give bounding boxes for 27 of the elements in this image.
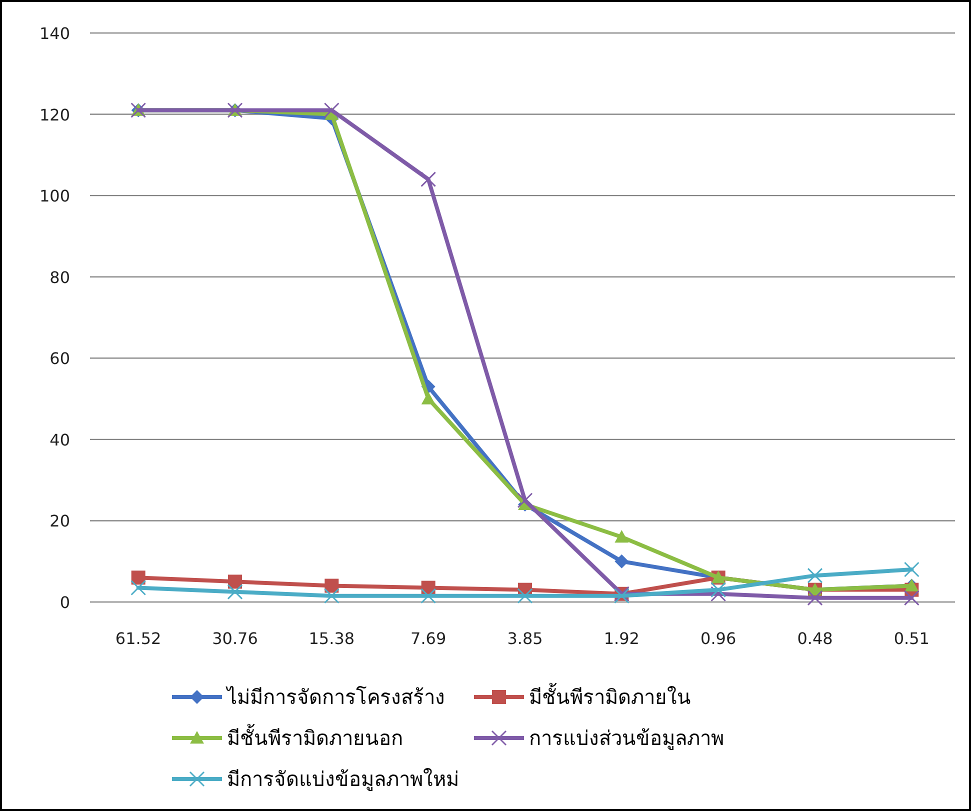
legend-item: การแบ่งส่วนข้อมูลภาพ bbox=[474, 726, 724, 750]
x-tick-label: 7.69 bbox=[410, 629, 446, 648]
legend-label: ไม่มีการจัดการโครงสร้าง bbox=[225, 685, 445, 709]
x-tick-label: 0.48 bbox=[797, 629, 833, 648]
y-tick-label: 120 bbox=[39, 105, 70, 124]
x-tick-label: 0.51 bbox=[894, 629, 930, 648]
x-tick-label: 1.92 bbox=[604, 629, 640, 648]
y-tick-label: 0 bbox=[60, 593, 70, 612]
y-tick-label: 140 bbox=[39, 24, 70, 43]
legend-label: มีการจัดแบ่งข้อมูลภาพใหม่ bbox=[227, 767, 459, 792]
x-tick-label: 30.76 bbox=[212, 629, 258, 648]
x-tick-label: 15.38 bbox=[308, 629, 355, 648]
y-tick-label: 20 bbox=[50, 512, 70, 531]
legend-item: มีชั้นพีรามิดภายใน bbox=[474, 685, 691, 709]
y-tick-label: 80 bbox=[50, 268, 70, 287]
x-tick-label: 3.85 bbox=[507, 629, 543, 648]
y-tick-label: 40 bbox=[50, 430, 70, 450]
legend-label: มีชั้นพีรามิดภายใน bbox=[529, 683, 691, 709]
legend-item: ไม่มีการจัดการโครงสร้าง bbox=[172, 685, 445, 709]
legend-item: มีการจัดแบ่งข้อมูลภาพใหม่ bbox=[172, 767, 459, 791]
y-tick-label: 100 bbox=[39, 186, 70, 206]
legend-label: การแบ่งส่วนข้อมูลภาพ bbox=[529, 726, 724, 751]
legend-label: มีชั้นพีรามิดภายนอก bbox=[227, 724, 403, 750]
y-tick-label: 60 bbox=[50, 349, 70, 368]
x-tick-label: 0.96 bbox=[700, 629, 736, 648]
x-tick-label: 61.52 bbox=[115, 629, 162, 648]
legend-item: มีชั้นพีรามิดภายนอก bbox=[172, 726, 403, 750]
